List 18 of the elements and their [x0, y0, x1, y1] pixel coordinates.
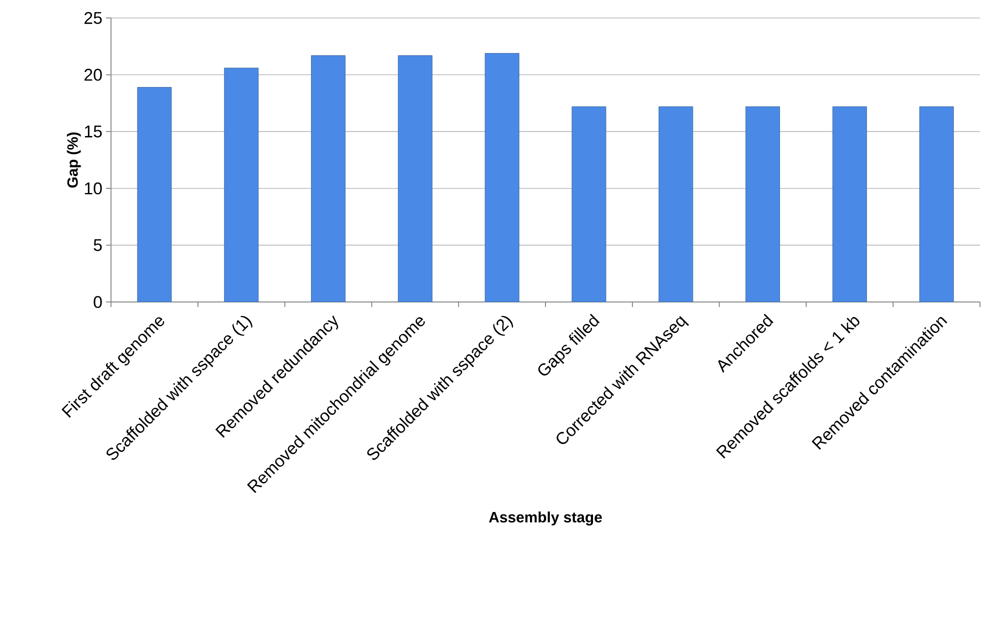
y-tick-label: 20: [84, 68, 102, 81]
y-tick-label: 0: [94, 296, 102, 308]
y-tick-label: 5: [94, 239, 102, 252]
bar: [746, 106, 780, 302]
bar: [832, 106, 867, 302]
y-tick-label: 10: [84, 182, 102, 194]
bar: [311, 55, 346, 302]
bar: [137, 87, 172, 302]
y-axis-title: Gap (%): [66, 132, 81, 188]
bar: [658, 106, 694, 302]
bar: [398, 55, 432, 302]
bar: [224, 68, 259, 302]
x-axis-title: Assembly stage: [488, 512, 602, 526]
bar: [484, 53, 520, 302]
bar: [572, 106, 606, 302]
y-tick-label: 15: [84, 126, 102, 138]
y-tick-label: 25: [84, 12, 102, 24]
bar: [919, 106, 954, 302]
